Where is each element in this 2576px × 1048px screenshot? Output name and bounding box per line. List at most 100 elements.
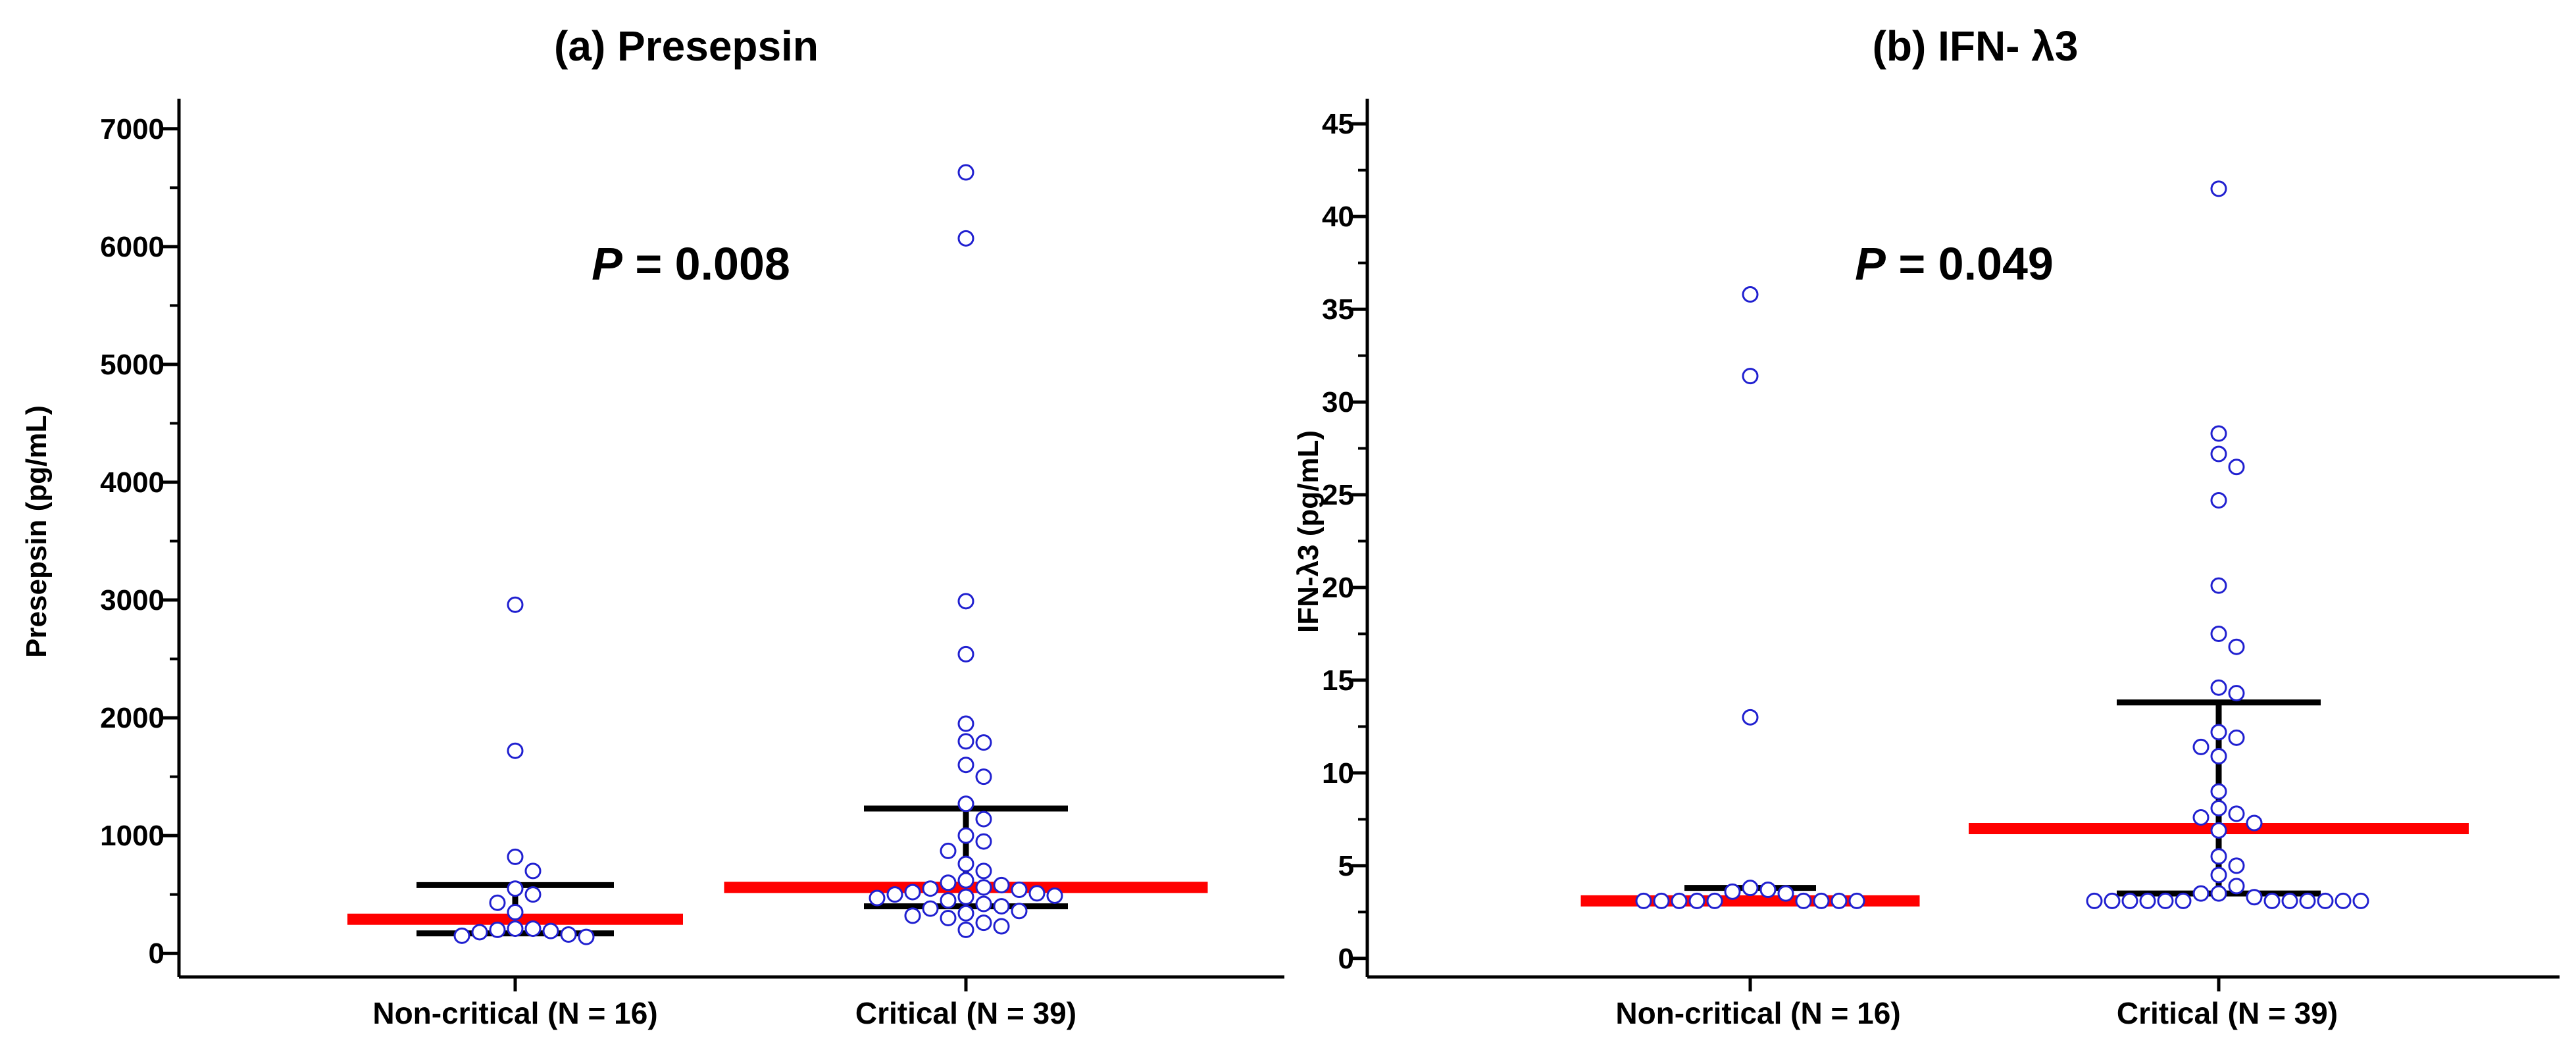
data-point bbox=[975, 914, 992, 932]
data-point bbox=[2228, 857, 2245, 874]
y-tick-label: 7000 bbox=[100, 113, 164, 145]
data-point bbox=[560, 926, 577, 943]
data-point bbox=[1724, 883, 1741, 900]
data-point bbox=[542, 922, 559, 939]
data-point bbox=[957, 593, 974, 610]
data-point bbox=[2192, 809, 2210, 826]
data-point bbox=[2210, 783, 2227, 800]
data-point bbox=[1795, 892, 1812, 909]
data-point bbox=[1742, 286, 1759, 303]
data-point bbox=[957, 164, 974, 181]
data-point bbox=[2210, 799, 2227, 816]
data-point bbox=[957, 757, 974, 774]
data-point bbox=[2210, 822, 2227, 839]
data-point bbox=[940, 874, 957, 891]
data-point bbox=[578, 928, 595, 945]
data-point bbox=[2157, 892, 2174, 909]
data-point bbox=[1759, 882, 1777, 898]
data-point bbox=[1742, 709, 1759, 726]
data-point bbox=[2281, 892, 2298, 909]
data-point bbox=[2210, 445, 2227, 462]
data-point bbox=[957, 905, 974, 922]
y-tick-label: 10 bbox=[1322, 757, 1354, 789]
data-point bbox=[489, 894, 506, 911]
data-point bbox=[957, 795, 974, 812]
data-point bbox=[2210, 625, 2227, 642]
data-point bbox=[975, 734, 992, 751]
data-point bbox=[2228, 459, 2245, 476]
data-point bbox=[975, 862, 992, 880]
data-point bbox=[507, 596, 524, 613]
data-point bbox=[453, 927, 470, 944]
data-point bbox=[869, 889, 886, 907]
data-point bbox=[2335, 892, 2352, 909]
data-point bbox=[975, 811, 992, 828]
y-tick-label: 5 bbox=[1338, 850, 1354, 882]
data-point bbox=[489, 921, 506, 938]
x-category-label: Non-critical (N = 16) bbox=[372, 996, 657, 1030]
y-tick-label: 5000 bbox=[100, 349, 164, 381]
data-point bbox=[1831, 892, 1848, 909]
y-tick-label: 4000 bbox=[100, 466, 164, 499]
chart-title: (b) IFN- λ3 bbox=[1873, 22, 2079, 70]
data-point bbox=[2317, 892, 2334, 909]
data-point bbox=[2210, 180, 2227, 197]
data-point bbox=[940, 909, 957, 926]
y-tick-label: 15 bbox=[1322, 664, 1354, 697]
data-point bbox=[940, 842, 957, 859]
data-point bbox=[2104, 892, 2121, 909]
x-category-label: Non-critical (N = 16) bbox=[1615, 996, 1900, 1030]
data-point bbox=[2228, 878, 2245, 895]
y-tick-label: 1000 bbox=[100, 820, 164, 852]
x-category-label: Critical (N = 39) bbox=[855, 996, 1076, 1030]
data-point bbox=[975, 768, 992, 786]
data-point bbox=[2228, 638, 2245, 655]
data-point bbox=[1688, 892, 1705, 909]
data-point bbox=[904, 884, 921, 901]
p-value-italic: P bbox=[1855, 238, 1886, 289]
data-point bbox=[957, 733, 974, 750]
p-value-text: = 0.008 bbox=[622, 238, 790, 289]
data-point bbox=[957, 715, 974, 732]
data-point bbox=[1671, 892, 1688, 909]
data-point bbox=[2210, 577, 2227, 594]
p-value-annotation: P = 0.008 bbox=[592, 238, 790, 289]
data-point bbox=[1635, 892, 1652, 909]
data-point bbox=[993, 876, 1010, 893]
y-tick-label: 2000 bbox=[100, 702, 164, 734]
data-point bbox=[957, 855, 974, 872]
data-point bbox=[2210, 679, 2227, 696]
data-point bbox=[2228, 729, 2245, 746]
y-tick-label: 20 bbox=[1322, 572, 1354, 604]
p-value-italic: P bbox=[592, 238, 622, 289]
data-point bbox=[922, 880, 939, 897]
data-point bbox=[940, 892, 957, 909]
x-category-label: Critical (N = 39) bbox=[2117, 996, 2338, 1030]
data-point bbox=[1706, 892, 1723, 909]
y-axis-label: IFN-λ3 (pg/mL) bbox=[1292, 430, 1325, 633]
y-tick-label: 0 bbox=[1338, 943, 1354, 975]
data-point bbox=[2299, 892, 2316, 909]
data-point bbox=[2192, 738, 2210, 755]
data-point bbox=[904, 907, 921, 924]
data-point bbox=[1848, 892, 1865, 909]
data-point bbox=[524, 920, 542, 937]
data-point bbox=[957, 827, 974, 844]
data-point bbox=[957, 645, 974, 662]
data-point bbox=[507, 904, 524, 921]
p-value-text: = 0.049 bbox=[1886, 238, 2054, 289]
data-point bbox=[2246, 889, 2263, 906]
data-point bbox=[2210, 866, 2227, 884]
y-tick-label: 3000 bbox=[100, 584, 164, 616]
chart-title: (a) Presepsin bbox=[554, 22, 819, 70]
data-point bbox=[1011, 903, 1028, 920]
data-point bbox=[2228, 685, 2245, 702]
data-point bbox=[524, 862, 542, 880]
data-point bbox=[957, 888, 974, 905]
data-point bbox=[2210, 748, 2227, 765]
data-point bbox=[957, 872, 974, 889]
y-tick-label: 0 bbox=[149, 937, 164, 970]
y-axis-label: Presepsin (pg/mL) bbox=[20, 405, 53, 658]
data-point bbox=[886, 886, 903, 903]
data-point bbox=[1046, 887, 1063, 904]
